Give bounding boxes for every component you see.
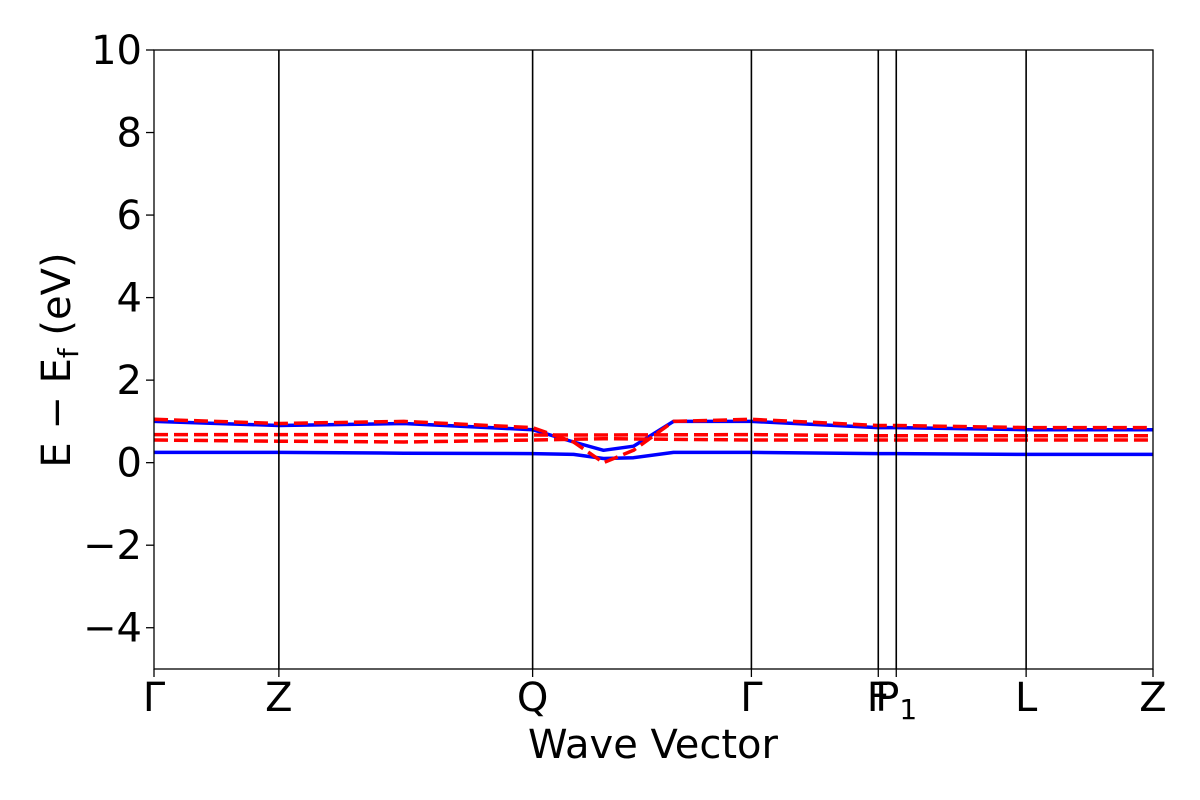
y-tick-label: 6 [117,193,142,239]
x-axis: Γ Z Q Γ FP1 L Z [143,669,1167,726]
y-tick-label: 0 [117,441,142,487]
x-tick-label: Q [517,675,548,721]
spin-up-band [154,450,1153,461]
x-tick-label: Γ [143,675,166,721]
y-tick-label: 8 [117,111,142,157]
y-tick-label: 2 [117,358,142,404]
y-axis-label-main: E − E [34,358,80,468]
x-tick-label: L [1015,675,1038,721]
x-axis-label: Wave Vector [528,722,779,768]
high-symmetry-lines [278,50,1027,669]
y-axis-label-unit: (eV) [34,252,80,348]
x-tick-label: Z [265,675,292,721]
y-axis: −4 −2 0 2 4 6 8 10 [83,28,154,652]
spin-down-band [154,436,1153,444]
y-tick-label: −2 [83,523,142,569]
x-tick-label: P1 [875,675,917,726]
x-tick-label: Z [1139,675,1166,721]
band-lines [154,417,1153,465]
y-tick-label: −4 [83,606,142,652]
spin-down-band [154,432,1153,438]
y-axis-label: E − Ef (eV) [34,252,85,467]
plot-frame [153,49,1154,670]
x-tick-label: Γ [740,675,763,721]
y-tick-label: 10 [91,28,142,74]
y-axis-label-subscript: f [52,347,85,358]
y-tick-label: 4 [117,276,142,322]
x-tick-label: F [867,675,890,721]
